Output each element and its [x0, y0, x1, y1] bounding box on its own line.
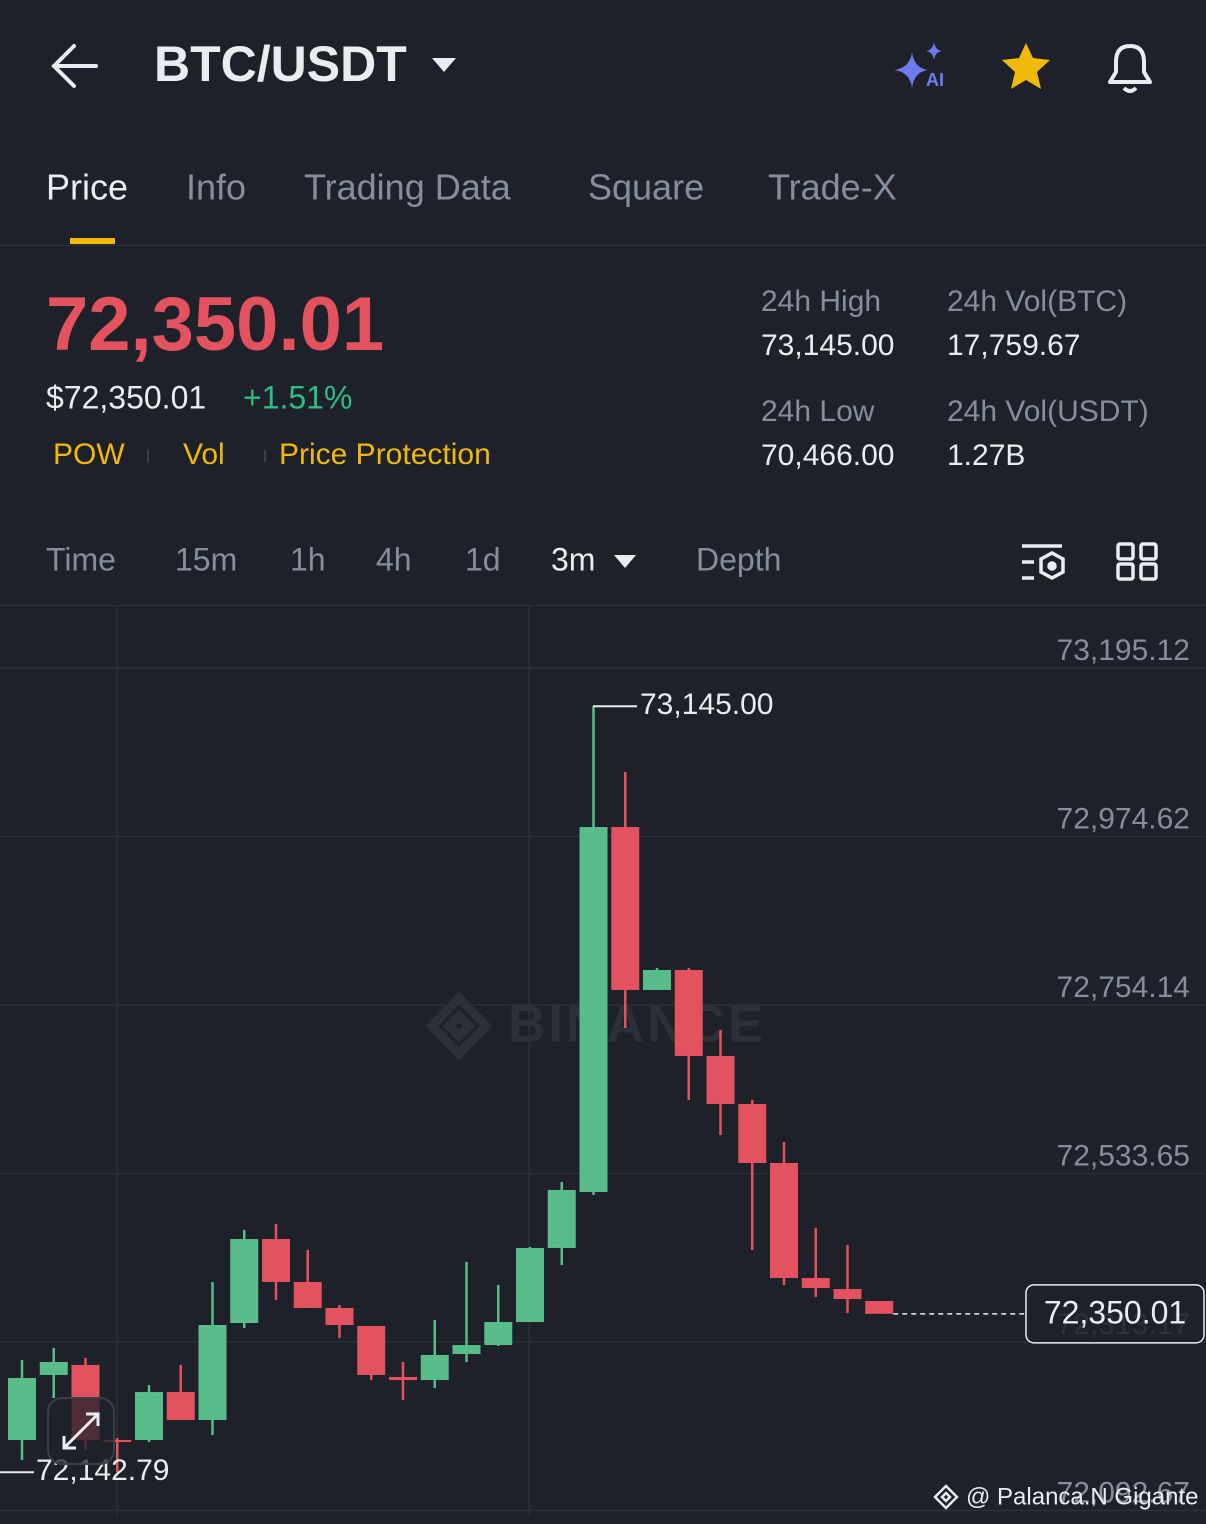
candle-body: [230, 1239, 259, 1324]
ai-button[interactable]: AI: [894, 42, 944, 90]
last-price: 72,350.01: [46, 282, 384, 367]
interval[interactable]: 4h: [376, 541, 412, 577]
alert-button[interactable]: [1108, 44, 1152, 93]
candle-body: [643, 970, 671, 990]
interval[interactable]: 3m: [551, 541, 595, 577]
last-price-label: 72,350.01: [1044, 1294, 1186, 1330]
tab[interactable]: Price: [46, 167, 128, 208]
tag[interactable]: Price Protection: [279, 438, 491, 471]
candle-body: [833, 1289, 862, 1300]
pair-caret[interactable]: [432, 58, 456, 72]
interval-bar: Time 15m 1h 4h 1d 3m Depth: [46, 541, 781, 577]
candle-body: [293, 1281, 322, 1308]
tab[interactable]: Info: [186, 167, 246, 208]
stat-label: 24h Vol(USDT): [947, 395, 1149, 428]
candle-body: [357, 1326, 386, 1375]
tab-indicator: [70, 238, 115, 244]
stat-label: 24h Low: [761, 395, 875, 428]
divider: [0, 245, 1206, 246]
layout-button[interactable]: [1116, 542, 1158, 581]
stat-value: 73,145.00: [761, 329, 894, 362]
candle-body: [420, 1354, 449, 1381]
tab[interactable]: Square: [588, 167, 704, 208]
candle-body: [484, 1322, 513, 1346]
candle-body: [103, 1440, 132, 1443]
price-change: +1.51%: [243, 379, 352, 415]
interval[interactable]: 15m: [175, 541, 237, 577]
interval[interactable]: Depth: [696, 541, 781, 577]
interval[interactable]: 1h: [290, 541, 326, 577]
candlestick-chart: BINANCE 73,195.1272,974.6272,754.1472,53…: [0, 606, 1206, 1515]
footer-logo: [933, 1484, 959, 1510]
tag[interactable]: POW: [53, 438, 125, 471]
watermark-logo: [425, 991, 493, 1061]
candle-body: [674, 970, 703, 1056]
y-tick-label: 72,974.62: [1057, 802, 1190, 835]
candle-body: [39, 1361, 68, 1375]
favorite-button[interactable]: [1002, 43, 1050, 89]
footer-credit: @ Palanca.N Gigante: [966, 1483, 1199, 1510]
stat-value: 17,759.67: [947, 329, 1080, 362]
stat-label: 24h Vol(BTC): [947, 285, 1127, 318]
last-price-box: [1025, 1284, 1205, 1344]
usd-price: $72,350.01: [46, 379, 206, 415]
interval-caret[interactable]: [614, 555, 636, 568]
candle-body: [198, 1325, 227, 1421]
chart-settings-button[interactable]: [1022, 544, 1065, 580]
stat-value: 70,466.00: [761, 439, 894, 472]
back-button[interactable]: [51, 44, 98, 88]
stat-label: 24h High: [761, 285, 881, 318]
high-label: 73,145.00: [640, 688, 773, 721]
divider: [0, 605, 1206, 606]
candle-body: [166, 1392, 195, 1421]
interval[interactable]: Time: [46, 541, 116, 577]
candle-body: [516, 1247, 544, 1323]
pair-title[interactable]: BTC/USDT: [154, 36, 407, 92]
tab-bar: Price Info Trading Data Square Trade-X: [46, 167, 897, 208]
y-tick-label: 72,754.14: [1057, 971, 1190, 1004]
candle-body: [325, 1307, 354, 1326]
candle-body: [770, 1162, 798, 1279]
tag-divider: [147, 450, 149, 462]
candle-body: [801, 1278, 830, 1289]
candle-body: [706, 1055, 735, 1104]
candle-body: [547, 1189, 576, 1248]
stat-value: 1.27B: [947, 439, 1025, 472]
interval[interactable]: 1d: [465, 541, 501, 577]
candle-body: [135, 1392, 163, 1441]
y-tick-label: 72,533.65: [1057, 1139, 1190, 1172]
expand-button[interactable]: [47, 1397, 115, 1465]
tab[interactable]: Trade-X: [768, 167, 897, 208]
candle-body: [579, 827, 608, 1193]
candle-body: [262, 1239, 290, 1282]
tag[interactable]: Vol: [183, 438, 225, 471]
candle-body: [738, 1103, 767, 1163]
candle-body: [389, 1376, 417, 1381]
candle-body: [611, 827, 640, 990]
tab[interactable]: Trading Data: [304, 167, 512, 208]
candle-body: [452, 1345, 481, 1354]
y-tick-label: 72,092.67: [1057, 1476, 1190, 1509]
ai-label: AI: [926, 70, 944, 90]
candle-body: [8, 1377, 36, 1441]
tag-divider: [264, 450, 266, 462]
y-tick-label: 73,195.12: [1057, 634, 1190, 667]
candle-body: [865, 1301, 894, 1314]
